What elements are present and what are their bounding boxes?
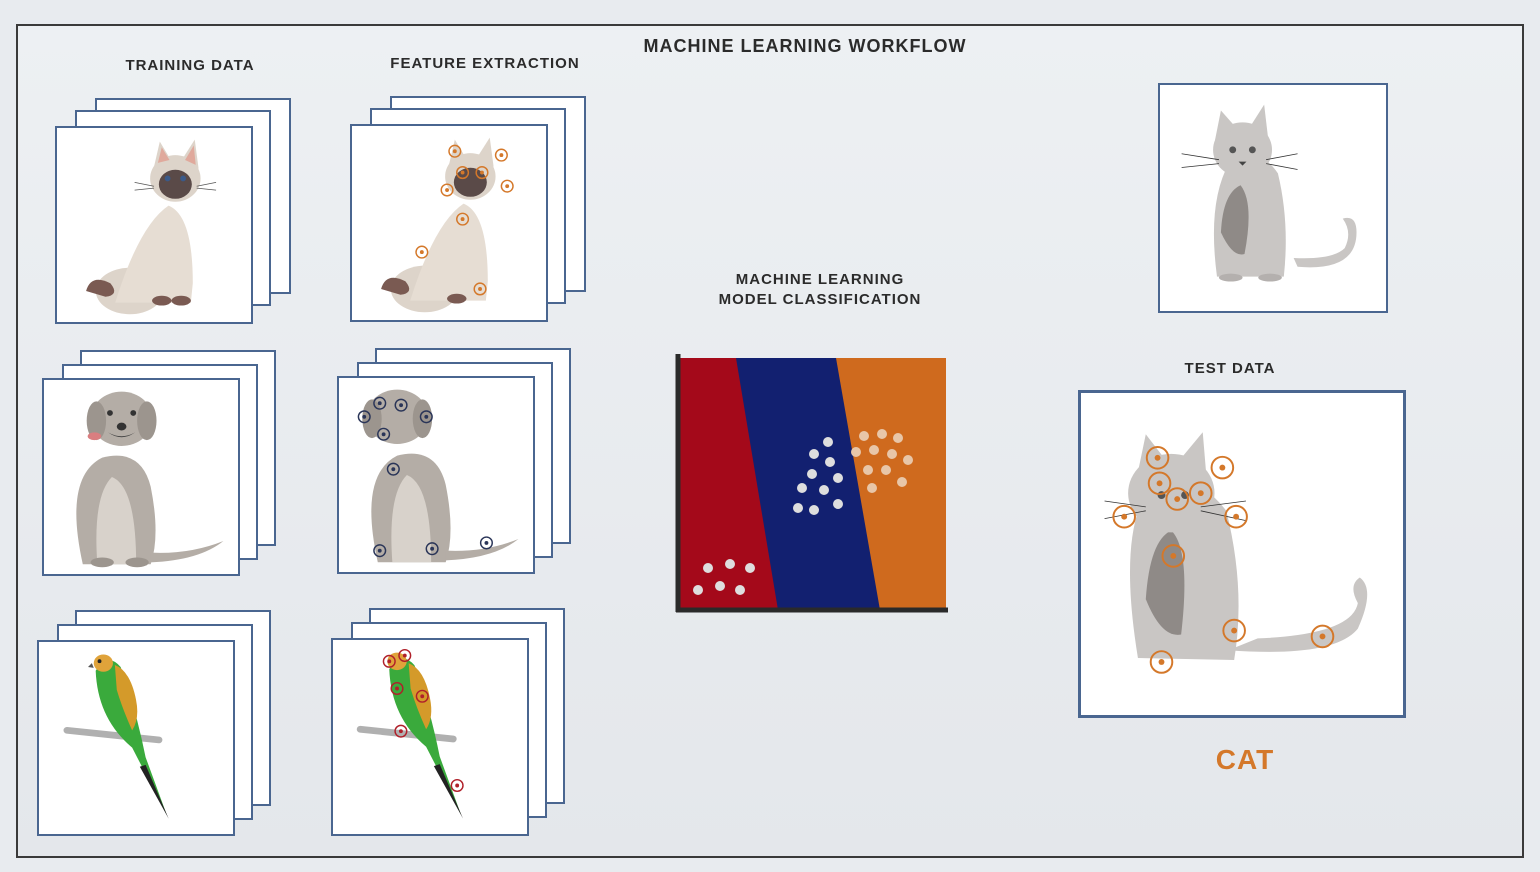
cluster-blue	[793, 437, 843, 515]
cluster-orange	[851, 429, 913, 493]
parakeet-illustration	[63, 654, 169, 819]
dog-illustration	[76, 391, 224, 568]
training-image-parakeet	[37, 640, 235, 836]
model-label-line2: MODEL CLASSIFICATION	[718, 291, 922, 308]
training-image-dog	[42, 378, 240, 576]
siamese-cat-features-illustration	[381, 137, 514, 313]
training-image-siamese-cat	[55, 126, 253, 324]
test-data-label: TEST DATA	[1184, 360, 1276, 377]
siamese-cat-illustration	[86, 139, 217, 315]
feature-image-parakeet	[331, 638, 529, 836]
test-image-gray-cat-features	[1078, 390, 1406, 718]
feature-extraction-label: FEATURE EXTRACTION	[390, 55, 580, 72]
class-region-red	[678, 358, 778, 610]
feature-image-siamese-cat	[350, 124, 548, 322]
training-data-label: TRAINING DATA	[125, 57, 255, 74]
cluster-red	[693, 559, 755, 595]
dog-features-illustration	[357, 389, 519, 563]
model-label-line1: MACHINE LEARNING	[735, 271, 905, 288]
gray-cat-illustration	[1181, 104, 1357, 282]
feature-image-dog	[337, 376, 535, 574]
test-image-gray-cat	[1158, 83, 1388, 313]
gray-cat-features-illustration	[1104, 432, 1368, 674]
classification-plot	[675, 354, 948, 613]
result-label: CAT	[1215, 744, 1275, 775]
parakeet-features-illustration	[356, 648, 464, 819]
diagram-title: MACHINE LEARNING WORKFLOW	[643, 36, 967, 56]
